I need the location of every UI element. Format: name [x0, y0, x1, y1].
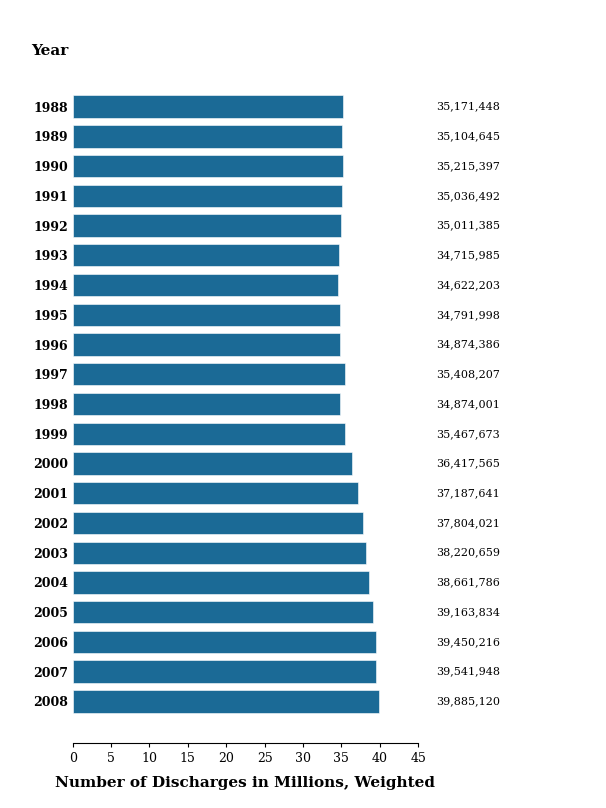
- Text: 39,541,948: 39,541,948: [436, 667, 501, 676]
- Bar: [73, 125, 342, 148]
- Text: 35,036,492: 35,036,492: [436, 191, 501, 201]
- Text: 34,874,386: 34,874,386: [436, 339, 500, 350]
- Bar: [73, 541, 366, 564]
- Bar: [73, 631, 376, 653]
- Bar: [73, 452, 352, 474]
- Bar: [73, 334, 341, 356]
- Text: 35,408,207: 35,408,207: [436, 369, 500, 379]
- Bar: [73, 601, 373, 623]
- Text: 35,171,448: 35,171,448: [436, 102, 500, 112]
- Text: 37,804,021: 37,804,021: [436, 518, 500, 528]
- Bar: [73, 482, 358, 504]
- Bar: [73, 690, 379, 713]
- Text: Year: Year: [32, 44, 68, 58]
- Text: 37,187,641: 37,187,641: [436, 488, 500, 499]
- Bar: [73, 393, 341, 415]
- Text: 39,450,216: 39,450,216: [436, 637, 501, 647]
- Bar: [73, 511, 363, 534]
- Bar: [73, 423, 345, 445]
- Text: 36,417,565: 36,417,565: [436, 458, 500, 469]
- Bar: [73, 95, 343, 118]
- Text: 39,885,120: 39,885,120: [436, 696, 501, 706]
- Text: 34,715,985: 34,715,985: [436, 250, 500, 260]
- Text: 35,467,673: 35,467,673: [436, 429, 500, 439]
- Bar: [73, 185, 342, 207]
- Text: 35,011,385: 35,011,385: [436, 221, 501, 230]
- Text: 39,163,834: 39,163,834: [436, 607, 501, 617]
- Bar: [73, 155, 343, 177]
- X-axis label: Number of Discharges in Millions, Weighted: Number of Discharges in Millions, Weight…: [55, 776, 436, 790]
- Bar: [73, 244, 339, 267]
- Text: 34,622,203: 34,622,203: [436, 280, 501, 290]
- Bar: [73, 304, 340, 326]
- Bar: [73, 363, 345, 385]
- Bar: [73, 660, 376, 683]
- Bar: [73, 571, 370, 594]
- Text: 38,220,659: 38,220,659: [436, 548, 501, 558]
- Text: 38,661,786: 38,661,786: [436, 578, 500, 587]
- Text: 34,874,001: 34,874,001: [436, 399, 500, 409]
- Bar: [73, 214, 341, 237]
- Text: 35,215,397: 35,215,397: [436, 161, 500, 171]
- Bar: [73, 274, 339, 297]
- Text: 35,104,645: 35,104,645: [436, 132, 501, 141]
- Text: 34,791,998: 34,791,998: [436, 309, 500, 320]
